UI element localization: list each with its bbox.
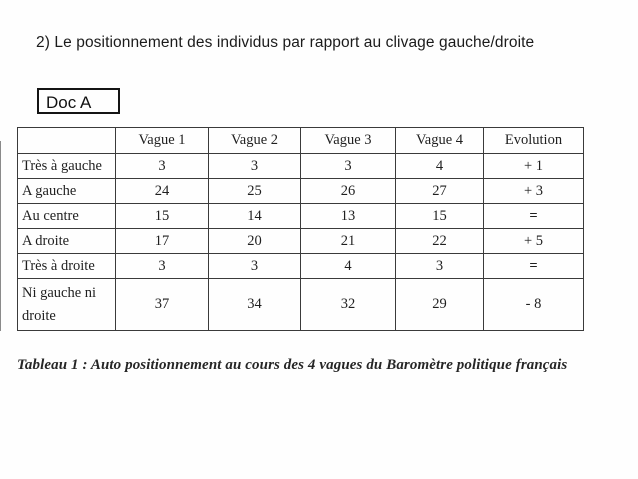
table-cell: 3 (395, 253, 484, 279)
table-cell: 14 (208, 203, 301, 229)
row-label: Très à gauche (17, 153, 116, 179)
table-header: Vague 1 Vague 2 Vague 3 Vague 4 Evolution (17, 127, 584, 154)
column-header: Evolution (483, 127, 584, 154)
table-caption: Tableau 1 : Auto positionnement au cours… (17, 357, 568, 373)
column-header: Vague 2 (208, 127, 301, 154)
table-cell: 37 (115, 278, 209, 331)
column-header: Vague 1 (115, 127, 209, 154)
table-cell: 34 (208, 278, 301, 331)
scan-artifact-line (0, 141, 1, 331)
doc-label-box: Doc A (37, 88, 120, 114)
table-row: A droite 17 20 21 22 + 5 (17, 228, 584, 254)
table-cell: 29 (395, 278, 484, 331)
doc-label: Doc A (46, 93, 92, 112)
table-cell: 22 (395, 228, 484, 254)
table-cell: 15 (395, 203, 484, 229)
table-cell: = (483, 203, 584, 229)
table-cell: 4 (395, 153, 484, 179)
column-header: Vague 4 (395, 127, 484, 154)
table-cell: 24 (115, 178, 209, 204)
table-row: A gauche 24 25 26 27 + 3 (17, 178, 584, 204)
table-header-row: Vague 1 Vague 2 Vague 3 Vague 4 Evolution (17, 127, 584, 154)
table-cell: - 8 (483, 278, 584, 331)
table-row: Très à gauche 3 3 3 4 + 1 (17, 153, 584, 179)
table-cell: 26 (300, 178, 396, 204)
table-cell: = (483, 253, 584, 279)
row-label: Au centre (17, 203, 116, 229)
table-cell: 25 (208, 178, 301, 204)
table-cell: 3 (115, 153, 209, 179)
table-row: Au centre 15 14 13 15 = (17, 203, 584, 229)
table-cell: 13 (300, 203, 396, 229)
table-row: Très à droite 3 3 4 3 = (17, 253, 584, 279)
table-cell: 3 (300, 153, 396, 179)
row-label: A droite (17, 228, 116, 254)
table-cell: 3 (208, 153, 301, 179)
corner-cell (17, 127, 116, 154)
table-cell: 21 (300, 228, 396, 254)
table-cell: + 5 (483, 228, 584, 254)
table-cell: 20 (208, 228, 301, 254)
table-cell: 3 (208, 253, 301, 279)
table-cell: 4 (300, 253, 396, 279)
table-cell: 27 (395, 178, 484, 204)
row-label: A gauche (17, 178, 116, 204)
table-row: Ni gauche ni droite 37 34 32 29- 8 (17, 278, 584, 331)
table-cell: 15 (115, 203, 209, 229)
table-cell: + 3 (483, 178, 584, 204)
row-label: Très à droite (17, 253, 116, 279)
row-label: Ni gauche ni droite (17, 278, 116, 331)
table-cell: 17 (115, 228, 209, 254)
table-cell: 3 (115, 253, 209, 279)
column-header: Vague 3 (300, 127, 396, 154)
table-cell: 32 (300, 278, 396, 331)
slide-title: 2) Le positionnement des individus par r… (36, 34, 535, 51)
table-cell: + 1 (483, 153, 584, 179)
positioning-table: Vague 1 Vague 2 Vague 3 Vague 4 Evolution Tr… (17, 127, 584, 331)
